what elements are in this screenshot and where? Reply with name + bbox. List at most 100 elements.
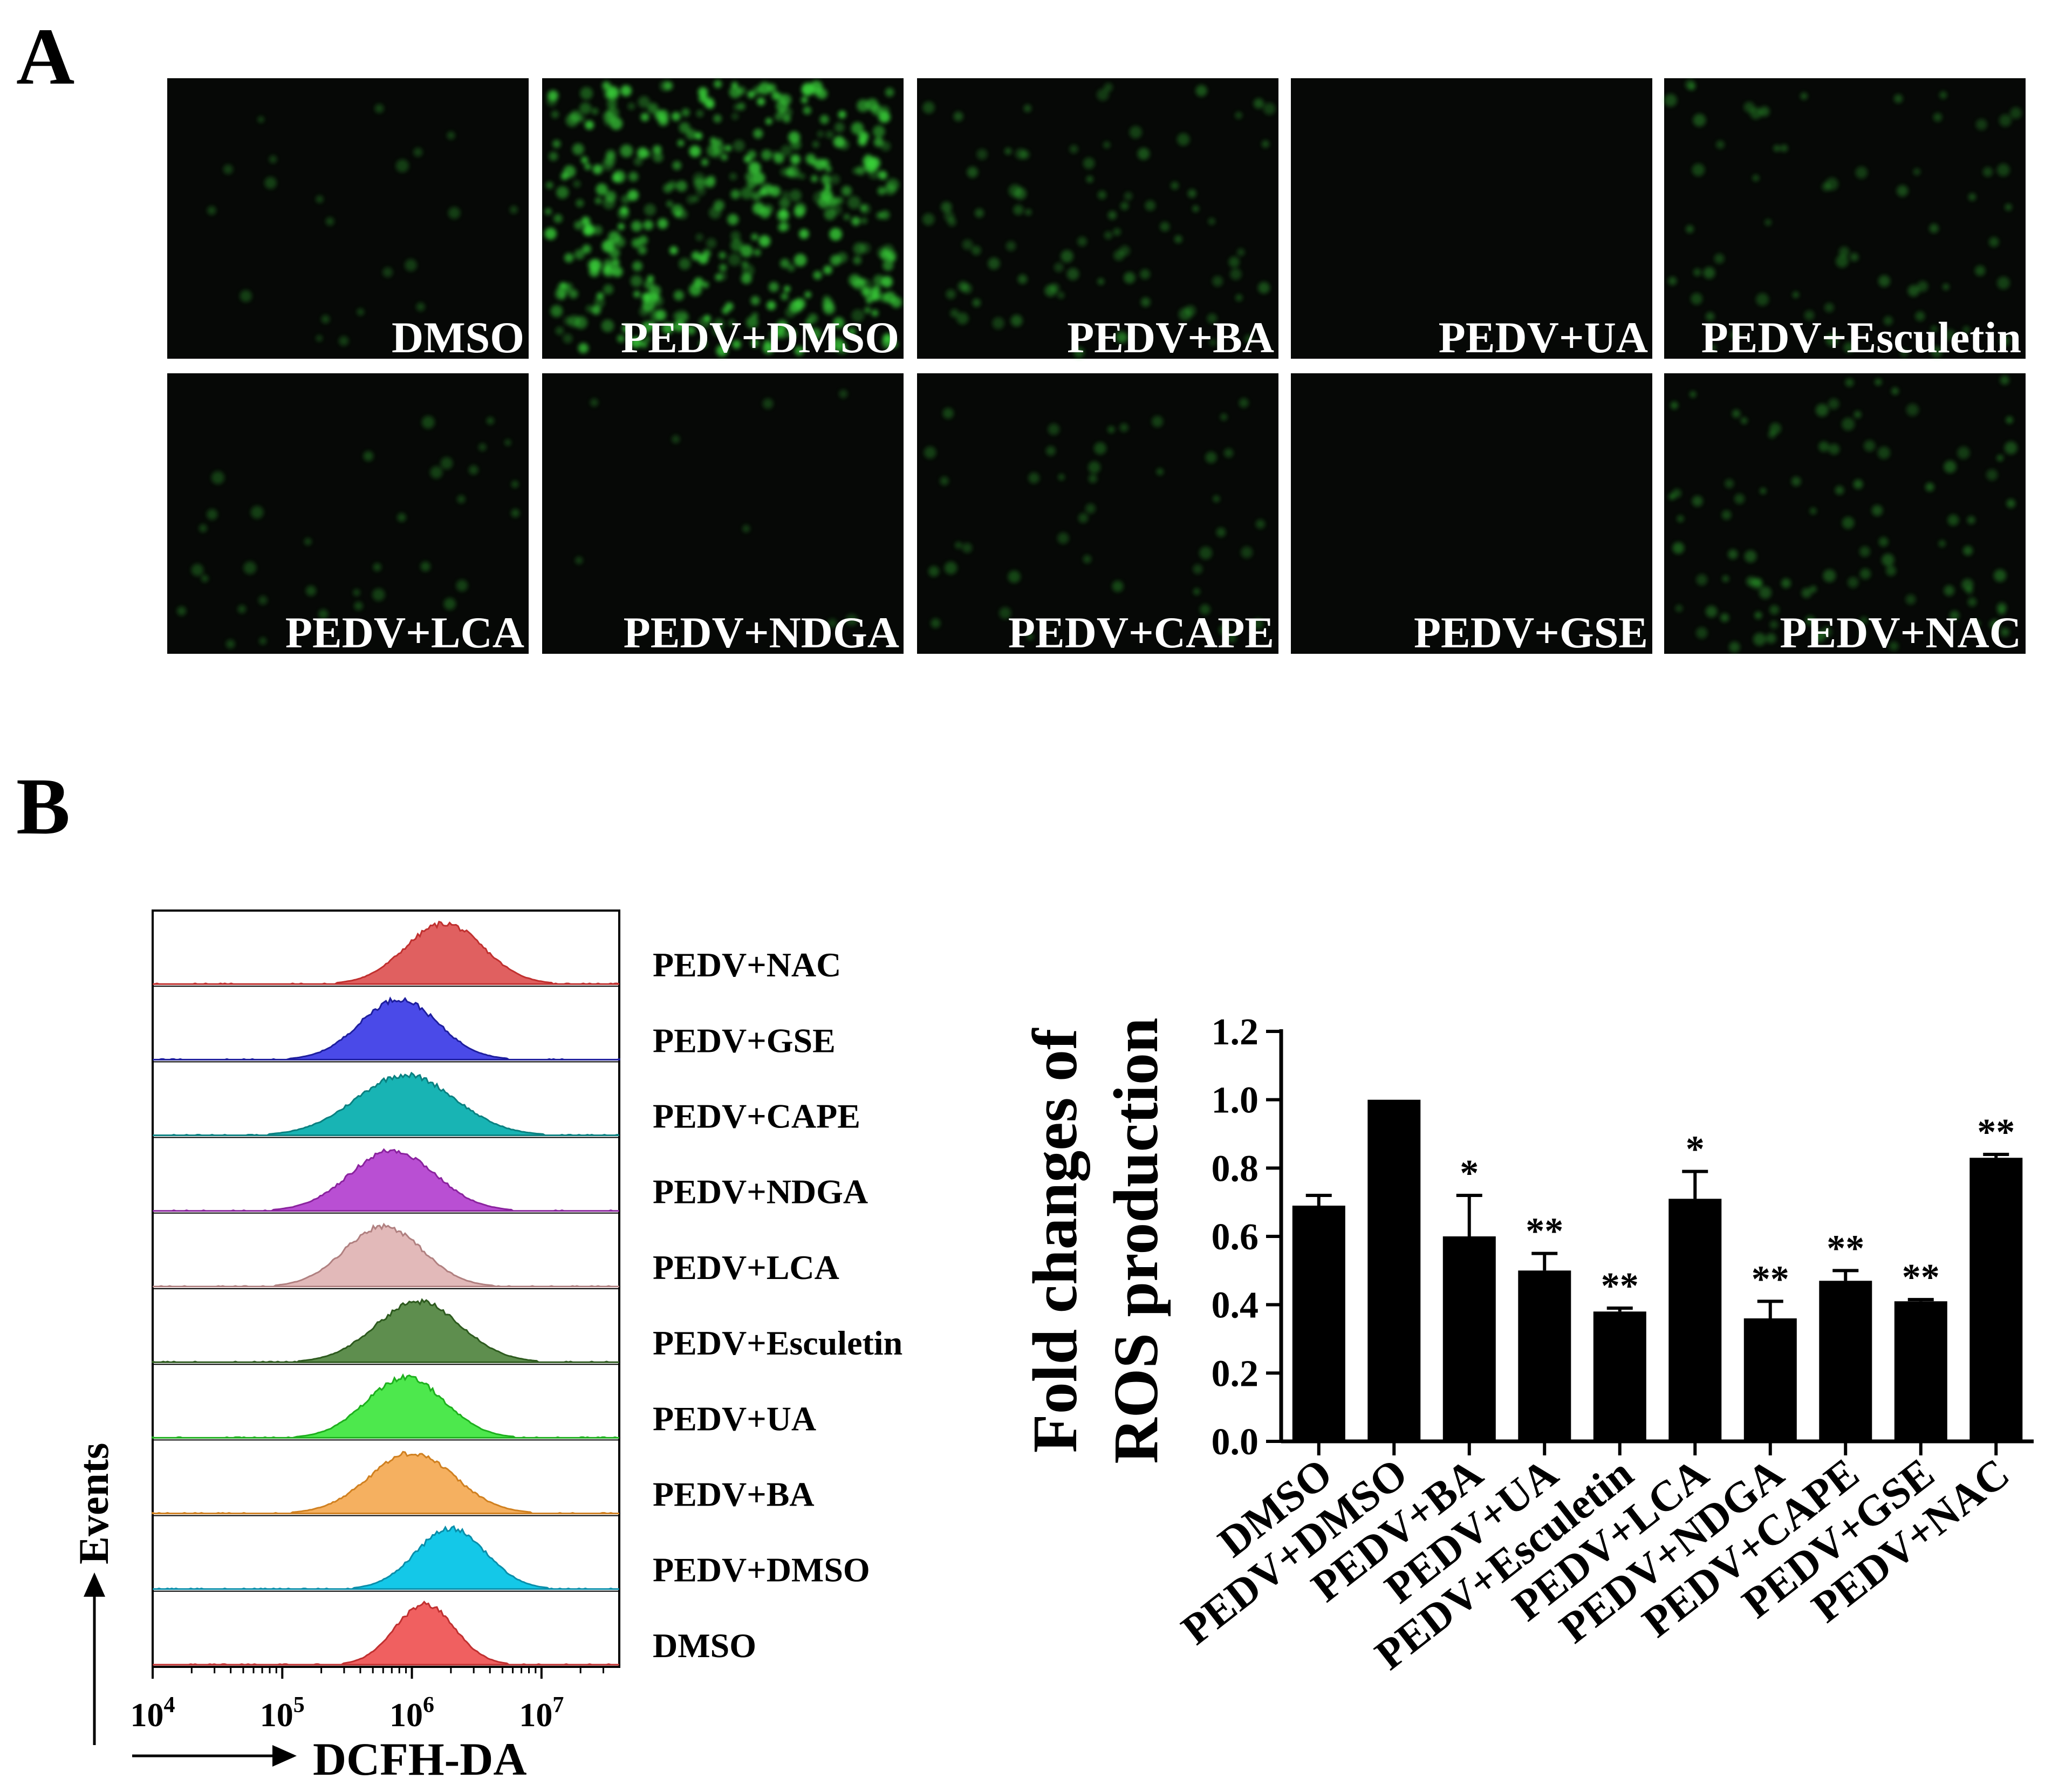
fluorescent-cell: [763, 339, 771, 347]
fluorescent-cell: [573, 180, 581, 188]
fluorescent-cell: [1028, 472, 1039, 484]
fluorescent-cell: [861, 286, 871, 296]
fluorescent-cell: [1871, 505, 1883, 516]
fluorescent-cell: [225, 639, 235, 649]
fluorescent-cell: [612, 266, 623, 277]
histogram-track-pedv-lca: PEDV+LCA: [153, 1222, 839, 1289]
fluorescent-cell: [457, 495, 466, 503]
panel-a-letter: A: [16, 12, 75, 101]
fluorescent-cell: [771, 91, 781, 100]
fluorescent-cell: [824, 183, 831, 190]
significance-marker: *: [1460, 1153, 1479, 1194]
fluorescent-cell: [1193, 588, 1200, 595]
fluorescent-cell: [594, 197, 602, 204]
fluorescent-cell: [1905, 594, 1916, 605]
fluorescent-cell: [1889, 641, 1899, 651]
fluorescent-cell: [732, 340, 741, 349]
micrograph-background: [917, 78, 1278, 359]
fluorescent-cell: [719, 251, 726, 259]
significance-marker: **: [1526, 1211, 1563, 1253]
fluorescent-cell: [799, 229, 809, 239]
x-tick-label: 105: [260, 1693, 305, 1734]
fluorescent-cell: [870, 289, 881, 300]
fluorescent-cell: [753, 172, 765, 184]
fluorescent-cell: [1864, 440, 1876, 452]
fluorescent-cell: [1828, 443, 1840, 455]
fluorescent-cell: [259, 637, 267, 645]
fluorescent-cell: [740, 244, 753, 257]
histogram-curve: [153, 1525, 619, 1590]
fluorescent-cell: [1989, 237, 1999, 247]
fluorescent-cell: [671, 112, 681, 121]
fluorescent-cell: [662, 323, 674, 334]
micrograph-background: [1291, 373, 1652, 654]
fluorescent-cell: [781, 145, 792, 156]
fluorescent-cell: [1997, 163, 2010, 176]
fluorescent-cell: [1734, 494, 1745, 504]
fluorescent-cell: [941, 201, 952, 213]
fluorescent-cell: [696, 110, 704, 118]
fluorescent-cell: [448, 207, 461, 219]
histogram-label: PEDV+GSE: [653, 1021, 836, 1059]
fluorescent-cell: [1255, 519, 1266, 529]
fluorescent-cell: [1241, 546, 1253, 558]
fluorescent-cell: [601, 319, 614, 332]
fluorescent-cell: [647, 275, 654, 282]
fluorescent-cell: [737, 86, 746, 95]
fluorescent-cell: [1957, 446, 1970, 460]
fluorescent-cell: [1124, 191, 1133, 201]
micrograph-dmso: DMSO: [167, 78, 529, 362]
bar: [1819, 1281, 1872, 1441]
fluorescent-cell: [962, 283, 972, 294]
fluorescent-cell: [316, 195, 324, 203]
fluorescent-cell: [789, 189, 802, 202]
fluorescent-cell: [1200, 604, 1210, 615]
fluorescent-cell: [1205, 452, 1217, 463]
fluorescent-cell: [825, 166, 832, 173]
fluorescent-cell: [730, 189, 741, 199]
fluorescent-cell: [693, 172, 705, 185]
fluorescent-cell: [698, 254, 709, 264]
micrograph-background: [167, 373, 529, 654]
fluorescent-cell: [883, 244, 894, 256]
fluorescent-cell: [604, 154, 616, 166]
fluorescent-cell: [1672, 489, 1681, 498]
fluorescent-cell: [630, 275, 642, 287]
fluorescent-cell: [1140, 269, 1151, 279]
fluorescent-cell: [658, 115, 669, 126]
micrograph-pedv-ua: PEDV+UA: [1291, 78, 1652, 362]
histogram-track-dmso: DMSO: [153, 1601, 756, 1666]
fluorescent-cell: [1160, 222, 1170, 232]
fluorescent-cell: [569, 289, 578, 299]
fluorescent-cell: [1730, 330, 1740, 340]
fluorescent-cell: [944, 562, 957, 574]
fluorescent-cell: [240, 290, 252, 302]
fluorescent-cell: [580, 87, 593, 100]
histogram-curve: [152, 1451, 619, 1515]
fluorescent-cell: [866, 297, 873, 304]
fluorescent-cell: [1968, 193, 1976, 201]
fluorescent-cell: [589, 258, 602, 271]
histogram-track-pedv-esculetin: PEDV+Esculetin: [152, 1298, 902, 1365]
fluorescent-cell: [604, 118, 612, 126]
fluorescent-cell: [763, 204, 774, 214]
histogram-track-pedv-ndga: PEDV+NDGA: [153, 1148, 868, 1214]
fluorescent-cell: [823, 302, 835, 314]
fluorescent-cell: [1828, 398, 1839, 409]
fluorescent-cell: [207, 509, 218, 520]
fluorescent-cell: [593, 225, 603, 235]
fluorescent-cell: [1950, 611, 1960, 620]
fluorescent-cell: [769, 282, 779, 292]
fluorescent-cell: [397, 513, 406, 522]
fluorescent-cell: [257, 116, 264, 123]
fluorescent-cell: [1228, 256, 1240, 268]
fluorescent-cell: [1975, 119, 1987, 131]
fluorescent-cell: [829, 228, 842, 241]
fluorescent-cell: [250, 505, 264, 519]
fluorescent-cell: [1859, 568, 1871, 579]
fluorescent-cell: [1793, 291, 1799, 298]
y-tick-label: 0.4: [1212, 1285, 1259, 1326]
fluorescent-cell: [975, 208, 984, 218]
fluorescent-cell: [591, 305, 601, 315]
fluorescent-cell: [1213, 495, 1220, 503]
